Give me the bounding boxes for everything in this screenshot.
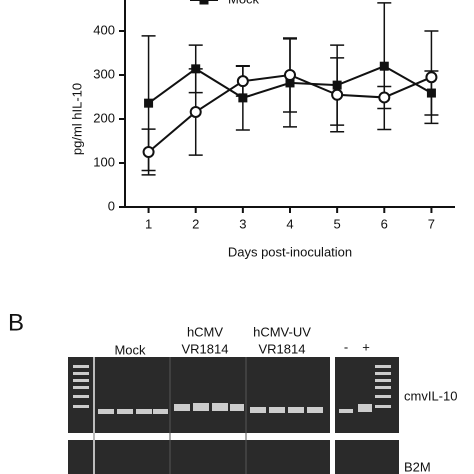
marker bbox=[331, 88, 344, 101]
marker bbox=[378, 91, 391, 104]
legend-marker bbox=[199, 0, 209, 5]
gel bbox=[68, 357, 399, 474]
gene-label: B2M bbox=[404, 459, 431, 474]
marker bbox=[144, 98, 154, 108]
lane-label: hCMV-UV bbox=[253, 324, 311, 339]
gene-label: cmvIL-10 bbox=[404, 388, 457, 403]
x-tick-label: 7 bbox=[428, 216, 435, 231]
marker bbox=[142, 146, 155, 158]
y-axis-label: pg/ml hIL-10 bbox=[69, 83, 84, 155]
x-tick-label: 6 bbox=[381, 216, 388, 231]
x-tick-label: 3 bbox=[239, 216, 246, 231]
lane-label: Mock bbox=[114, 342, 146, 357]
marker bbox=[284, 69, 296, 81]
x-tick-label: 5 bbox=[334, 216, 341, 231]
marker bbox=[236, 75, 249, 88]
y-tick-label: 200 bbox=[93, 110, 115, 125]
x-tick-label: 4 bbox=[286, 216, 293, 231]
y-tick-label: 300 bbox=[93, 66, 115, 81]
lane-label: - bbox=[344, 339, 348, 354]
y-tick-label: 400 bbox=[93, 22, 115, 37]
x-tick-label: 1 bbox=[145, 216, 152, 231]
y-tick-label: 0 bbox=[108, 198, 115, 213]
lane-label: hCMV bbox=[187, 324, 223, 339]
marker bbox=[238, 93, 248, 103]
lane-label: VR1814 bbox=[259, 341, 306, 356]
marker bbox=[425, 71, 438, 84]
marker bbox=[189, 105, 202, 118]
legend-label: Mock bbox=[228, 0, 260, 6]
x-axis-label: Days post-inoculation bbox=[228, 244, 352, 259]
marker bbox=[379, 61, 389, 71]
lane-label: + bbox=[362, 339, 370, 354]
panel-label: B bbox=[8, 309, 24, 336]
lane-label: VR1814 bbox=[182, 341, 229, 356]
x-tick-label: 2 bbox=[192, 216, 199, 231]
y-tick-label: 100 bbox=[93, 154, 115, 169]
